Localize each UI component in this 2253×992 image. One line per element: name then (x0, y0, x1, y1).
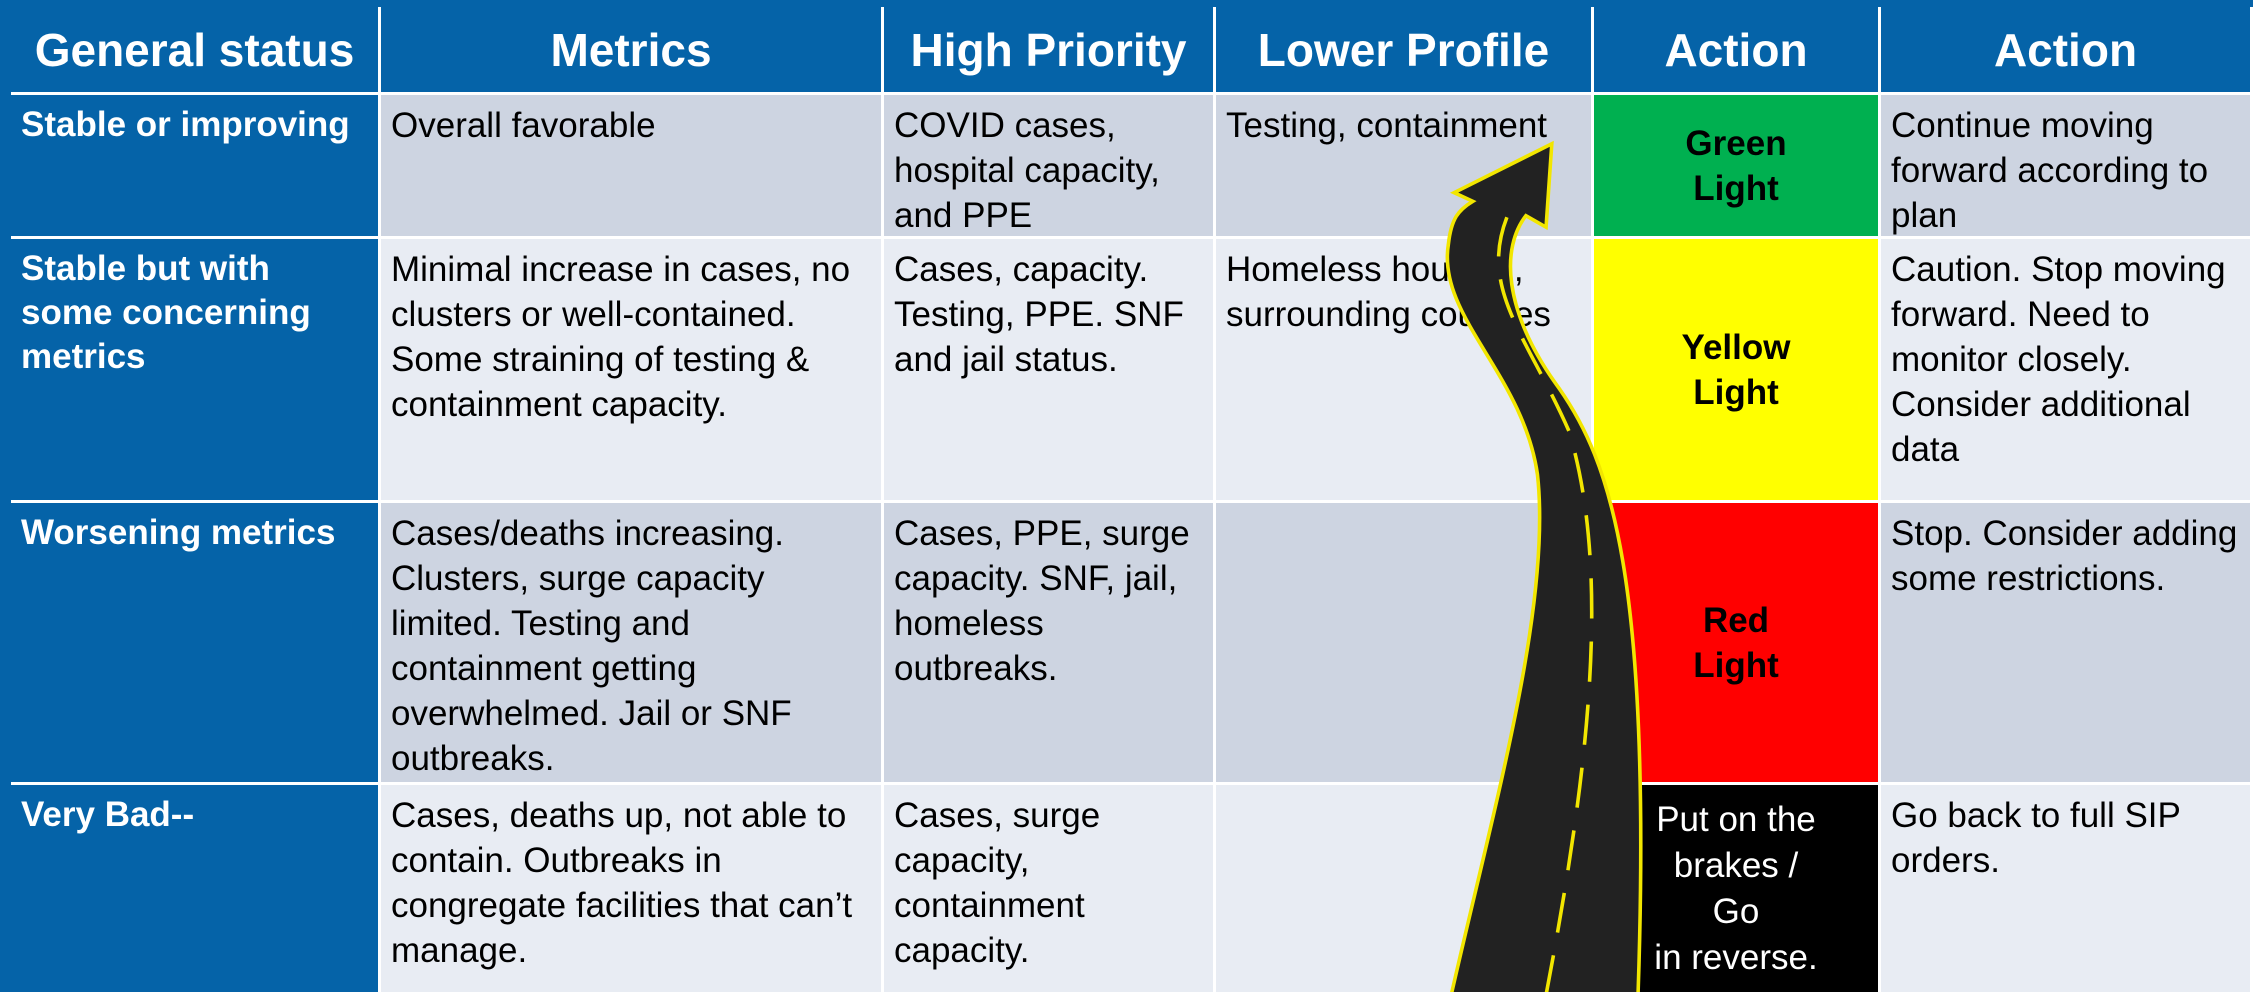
column-header: Lower Profile (1216, 7, 1594, 95)
cell-text: Minimal increase in cases, no clusters o… (391, 250, 851, 424)
cell-text: Continue moving forward according to pla… (1891, 106, 2209, 235)
cell-text: Homeless housing, surrounding counties (1226, 250, 1551, 334)
cell-text: Caution. Stop moving forward. Need to mo… (1891, 250, 2226, 469)
cell-text: General status (34, 23, 355, 76)
cell-text: Worsening metrics (21, 513, 336, 552)
table-cell: Cases, capacity. Testing, PPE. SNF and j… (884, 239, 1216, 503)
cell-text: Overall favorable (391, 106, 656, 145)
table-cell: Cases, deaths up, not able to contain. O… (381, 785, 884, 992)
cell-text: Yellow Light (1681, 327, 1791, 412)
cell-text: Put on the brakes / Go in reverse. (1654, 799, 1818, 977)
cell-text: Action (1993, 23, 2138, 76)
table-cell: COVID cases, hospital capacity, and PPE (884, 95, 1216, 239)
column-header: General status (11, 7, 381, 95)
cell-text: High Priority (910, 23, 1187, 76)
cell-text: Very Bad-- (21, 795, 195, 834)
action-signal: Put on the brakes / Go in reverse. (1594, 785, 1881, 992)
table-cell: Minimal increase in cases, no clusters o… (381, 239, 884, 503)
cell-text: COVID cases, hospital capacity, and PPE (894, 106, 1160, 235)
row-header: Stable but with some concerning metrics (11, 239, 381, 503)
table-cell: Testing, containment (1216, 95, 1594, 239)
table-cell: Homeless housing, surrounding counties (1216, 239, 1594, 503)
column-header: Metrics (381, 7, 884, 95)
cell-text: Metrics (550, 23, 712, 76)
table-cell: Cases, PPE, surge capacity. SNF, jail, h… (884, 503, 1216, 785)
action-signal: Green Light (1594, 95, 1881, 239)
cell-text: Green Light (1685, 123, 1787, 208)
column-header: High Priority (884, 7, 1216, 95)
cell-text: Cases, PPE, surge capacity. SNF, jail, h… (894, 514, 1190, 688)
cell-text: Cases, deaths up, not able to contain. O… (391, 796, 853, 970)
table-cell: Go back to full SIP orders. (1881, 785, 2253, 992)
cell-text: Cases, surge capacity, containment capac… (894, 796, 1101, 970)
table-cell: Cases, surge capacity, containment capac… (884, 785, 1216, 992)
action-signal: Yellow Light (1594, 239, 1881, 503)
cell-text: Testing, containment (1226, 106, 1548, 145)
row-header: Worsening metrics (11, 503, 381, 785)
row-header: Very Bad-- (11, 785, 381, 992)
table-cell: Overall favorable (381, 95, 884, 239)
table-cell: Continue moving forward according to pla… (1881, 95, 2253, 239)
cell-text: Stable or improving (21, 105, 350, 144)
cell-text: Go back to full SIP orders. (1891, 796, 2181, 880)
table-cell (1216, 503, 1594, 785)
column-header: Action (1881, 7, 2253, 95)
table-cell (1216, 785, 1594, 992)
cell-text: Stop. Consider adding some restrictions. (1891, 514, 2238, 598)
cell-text: Red Light (1693, 600, 1779, 685)
cell-text: Cases/deaths increasing. Clusters, surge… (391, 514, 792, 778)
column-header: Action (1594, 7, 1881, 95)
row-header: Stable or improving (11, 95, 381, 239)
cell-text: Stable but with some concerning metrics (21, 249, 311, 376)
table-cell: Stop. Consider adding some restrictions. (1881, 503, 2253, 785)
cell-text: Action (1664, 23, 1808, 76)
cell-text: Cases, capacity. Testing, PPE. SNF and j… (894, 250, 1184, 379)
cell-text: Lower Profile (1257, 23, 1550, 76)
table-cell: Caution. Stop moving forward. Need to mo… (1881, 239, 2253, 503)
table-cell: Cases/deaths increasing. Clusters, surge… (381, 503, 884, 785)
action-signal: Red Light (1594, 503, 1881, 785)
